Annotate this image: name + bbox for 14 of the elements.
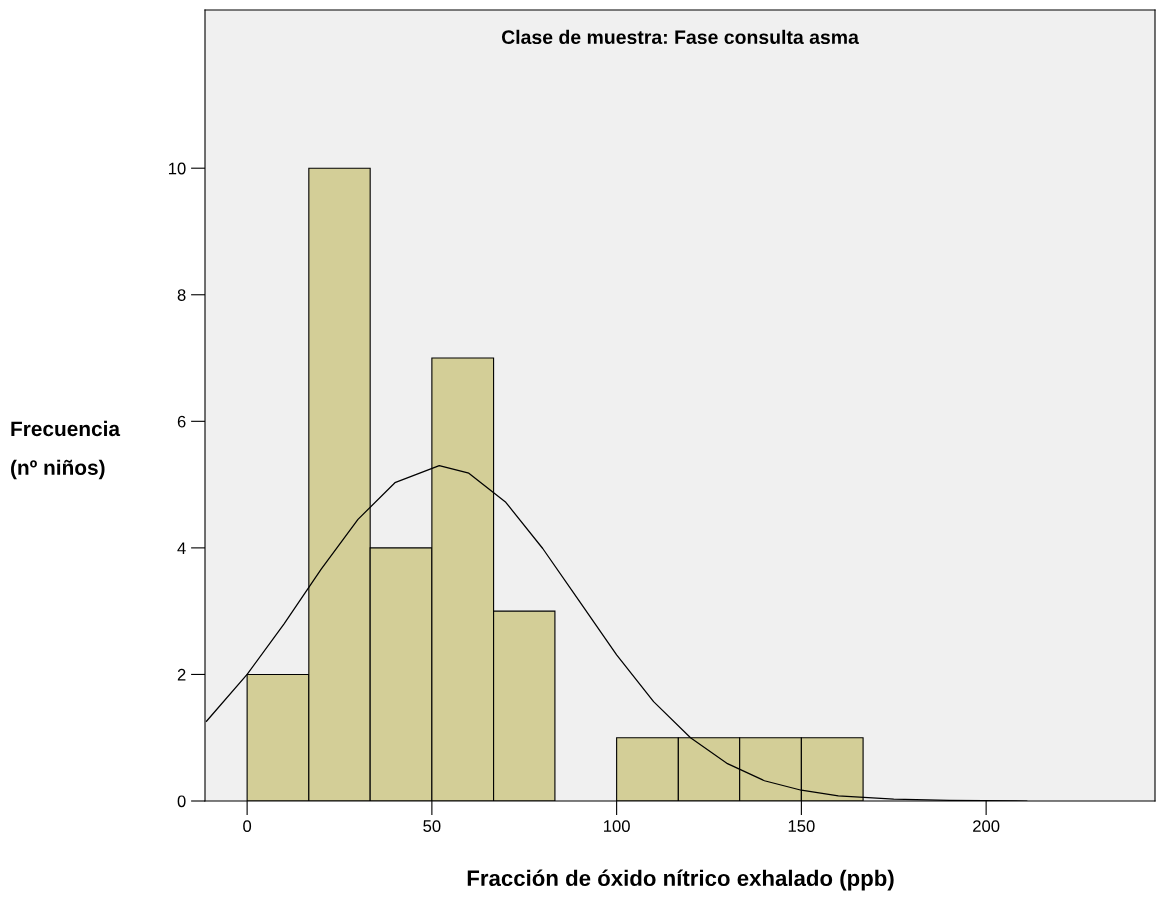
y-tick-label: 4: [177, 542, 186, 554]
y-tick-label: 0: [177, 795, 186, 808]
text: Clase de muestra: Fase consulta asma: [501, 29, 859, 45]
y-tick-label: 6: [177, 415, 186, 428]
y-axis-title: Frecuencia (nº niños): [11, 420, 121, 480]
x-axis-title: Fracción de óxido nítrico exhalado (ppb): [467, 869, 894, 891]
x-tick-label: 150: [788, 820, 815, 832]
y-tick-label: 10: [168, 162, 186, 175]
y-tick-label: 2: [177, 668, 186, 681]
y-tick-label: 8: [177, 289, 186, 301]
x-tick-label: 50: [423, 820, 441, 832]
x-tick-label: 200: [973, 820, 1000, 832]
x-tick-label: 0: [243, 820, 252, 832]
x-tick-label: 100: [604, 820, 630, 832]
